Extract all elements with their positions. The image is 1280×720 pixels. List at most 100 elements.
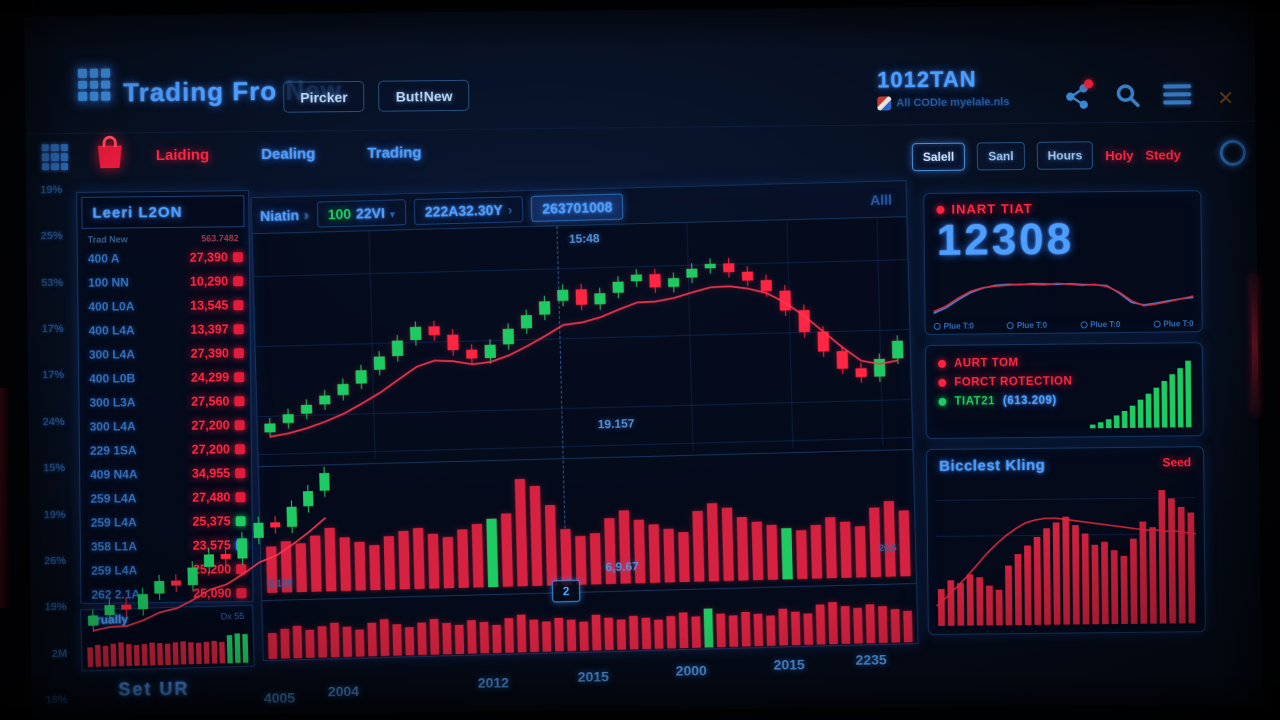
header-button[interactable]: But!New: [378, 79, 470, 112]
apps-grid-icon[interactable]: [41, 144, 68, 171]
instrument-label: 259 L4A: [91, 563, 138, 578]
legend-item[interactable]: Plue T:0: [1153, 319, 1194, 329]
status-badge: [235, 492, 246, 503]
x-axis-tick: 2004: [327, 682, 360, 700]
watchlist-row[interactable]: 259 L4A 25,200: [81, 557, 252, 583]
legend-item[interactable]: Plue T:0: [1006, 321, 1047, 330]
watchlist-row[interactable]: 259 L4A 27,480: [80, 485, 251, 511]
trually-chart: [86, 625, 250, 668]
account-icon: [877, 96, 892, 111]
watchlist-row[interactable]: 400 L0A 13,545: [78, 293, 249, 319]
watchlist-row[interactable]: 400 L0B 24,299: [79, 365, 250, 391]
inart-value: 12308: [936, 214, 1075, 265]
watchlist-row[interactable]: 409 N4A 34,955: [80, 461, 251, 487]
main-candlestick-chart[interactable]: [256, 221, 910, 459]
inart-chart: [933, 269, 1193, 316]
red-dot-icon: [936, 205, 945, 214]
left-axis-label: 25%: [40, 230, 63, 243]
instrument-label: 300 L4A: [89, 419, 136, 434]
kling-tag[interactable]: Seed: [1162, 455, 1192, 470]
range-all-button[interactable]: Alll: [869, 190, 893, 208]
order-id-value: 263701008: [542, 198, 613, 217]
watchlist-row[interactable]: 400 A 27,390: [78, 245, 249, 271]
timeframe-selector[interactable]: 100 22VI: [316, 198, 407, 228]
instrument-label: 229 1SA: [89, 443, 137, 458]
close-icon[interactable]: [1217, 86, 1234, 111]
price-annotation: 19.157: [597, 416, 635, 432]
left-axis-label: 15%: [43, 462, 66, 475]
legend-label: Plue T:0: [1163, 319, 1194, 329]
header-button[interactable]: Pircker: [283, 80, 365, 113]
mid-volume-chart: [266, 478, 911, 593]
watchlist-row[interactable]: 300 L4A 27,390: [79, 341, 250, 367]
left-edge-glow: [0, 388, 10, 608]
nav-tab-dealing[interactable]: Dealing: [261, 145, 316, 163]
chart-marker[interactable]: 2: [551, 579, 581, 603]
symbol-selector[interactable]: Niatin: [260, 206, 309, 224]
chevron-right-icon: [507, 201, 512, 217]
price-display[interactable]: 222A32.30Y: [413, 195, 524, 225]
watchlist-row[interactable]: 100 NN 10,290: [78, 269, 249, 295]
shopping-bag-icon[interactable]: [92, 133, 128, 173]
trually-header: Trually Dx 55: [81, 606, 252, 628]
instrument-value: 27,200: [191, 418, 230, 433]
legend-label: Plue T:0: [1090, 319, 1121, 330]
instrument-label: 400 A: [87, 251, 120, 266]
range-button-sanl[interactable]: Sanl: [977, 141, 1025, 171]
bottom-volume-chart: [267, 601, 913, 659]
green-dot-icon: [938, 397, 947, 406]
watchlist-row[interactable]: 300 L3A 27,560: [79, 389, 250, 415]
instrument-label: 100 NN: [88, 275, 129, 290]
inart-card: INART TIAT 12308 Plue T:0 Plue T:0 Plue T:…: [923, 190, 1203, 336]
left-axis-label: 53%: [41, 276, 64, 290]
bottom-volume-pane[interactable]: [262, 582, 918, 663]
instrument-label: 358 L1A: [90, 539, 138, 554]
watchlist-row[interactable]: 358 L1A 23,575: [81, 533, 252, 559]
watchlist-title: Leeri L2ON: [81, 195, 245, 229]
status-badge: [234, 372, 245, 383]
account-block: 1012TAN All CODle myelale.nls: [877, 66, 1010, 111]
nav-tab-trading[interactable]: Trading: [367, 144, 422, 162]
trually-title: Trually: [89, 612, 129, 628]
x-axis-tick: 2235: [855, 651, 887, 668]
header-icon-group: [1063, 79, 1192, 109]
watchlist-row[interactable]: 400 L4A 13,397: [79, 317, 250, 343]
alert-list: AURT TOM FORCT ROTECTION TIAT21 (613.209): [938, 357, 1073, 408]
status-badge: [233, 348, 244, 359]
legend-item[interactable]: Plue T:0: [1080, 320, 1120, 329]
watchlist-row[interactable]: 229 1SA 27,200: [80, 437, 251, 463]
search-icon[interactable]: [1113, 81, 1141, 109]
instrument-value: 27,560: [191, 394, 230, 409]
watchlist-row[interactable]: 259 L4A 25,375: [81, 509, 252, 535]
alert-row: AURT TOM: [938, 357, 1072, 370]
app-window: Trading Fro New Pircker But!New 1012TAN A…: [24, 3, 1262, 717]
share-icon[interactable]: [1063, 79, 1094, 109]
settings-ring-icon[interactable]: [1219, 139, 1246, 166]
menu-icon[interactable]: [1163, 80, 1192, 108]
watchlist-rows: 400 A 27,390 100 NN 10,290 400 L0A 13,545 400 …: [78, 245, 253, 604]
range-button-salell[interactable]: Salell: [911, 142, 966, 172]
range-button-hours[interactable]: Hours: [1036, 141, 1094, 170]
volume-pane[interactable]: 6,9.67 3.115 26.5: [258, 449, 916, 597]
range-button-holy[interactable]: Holy: [1105, 147, 1134, 163]
range-button-stedy[interactable]: Stedy: [1145, 146, 1181, 163]
watchlist-row[interactable]: 300 L4A 27,200: [80, 413, 251, 439]
watchlist-row[interactable]: 262 2.1A 25,090: [81, 581, 252, 604]
left-axis-label: 2M: [51, 647, 68, 660]
status-badge: [234, 420, 245, 431]
instrument-label: 300 L3A: [89, 395, 136, 410]
x-axis-tick: 2000: [675, 662, 707, 679]
ring-icon: [1153, 320, 1161, 328]
left-axis-label: 19%: [43, 508, 66, 521]
chevron-right-icon: [304, 206, 309, 222]
order-id-display[interactable]: 263701008: [531, 193, 624, 222]
nav-tabs: Laiding Dealing Trading: [156, 144, 422, 164]
legend-item[interactable]: Plue T:0: [933, 322, 974, 331]
instrument-value: 34,955: [191, 466, 231, 481]
price-pane[interactable]: 15:48 19.157: [253, 217, 913, 462]
instrument-label: 300 L4A: [88, 347, 136, 362]
nav-tab-laiding[interactable]: Laiding: [155, 146, 210, 165]
x-axis-tick: 2012: [477, 674, 510, 691]
status-badge: [235, 540, 246, 551]
right-scroll-strip[interactable]: [1251, 275, 1259, 414]
